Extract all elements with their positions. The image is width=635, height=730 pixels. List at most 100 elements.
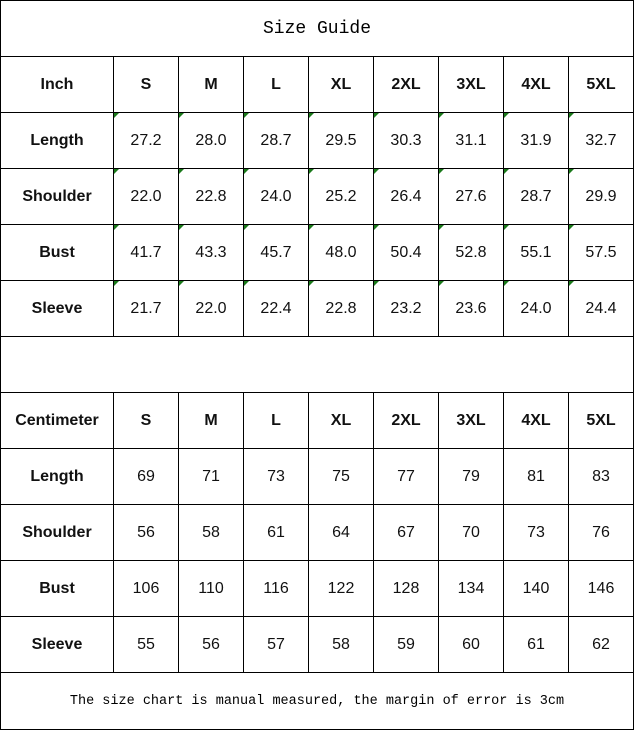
centimeter-table: Centimeter S M L XL 2XL 3XL 4XL 5XL Length 69 71 73 7… — [1, 393, 634, 673]
value-cell: 55.1 — [504, 225, 569, 281]
value-cell: 71 — [179, 449, 244, 505]
size-header: M — [179, 393, 244, 449]
value-cell: 60 — [439, 617, 504, 673]
value-cell: 22.8 — [309, 281, 374, 337]
value-cell: 25.2 — [309, 169, 374, 225]
value-cell: 50.4 — [374, 225, 439, 281]
measurement-label: Shoulder — [1, 169, 114, 225]
table-row: Sleeve 55 56 57 58 59 60 61 62 — [1, 617, 634, 673]
value-cell: 22.0 — [114, 169, 179, 225]
value-cell: 48.0 — [309, 225, 374, 281]
value-cell: 83 — [569, 449, 634, 505]
value-cell: 28.0 — [179, 113, 244, 169]
value-cell: 75 — [309, 449, 374, 505]
value-cell: 28.7 — [504, 169, 569, 225]
size-header: S — [114, 393, 179, 449]
value-cell: 79 — [439, 449, 504, 505]
table-row: Bust 106 110 116 122 128 134 140 146 — [1, 561, 634, 617]
size-header: L — [244, 393, 309, 449]
value-cell: 56 — [179, 617, 244, 673]
measurement-label: Bust — [1, 561, 114, 617]
value-cell: 61 — [244, 505, 309, 561]
table-row: Length 69 71 73 75 77 79 81 83 — [1, 449, 634, 505]
value-cell: 22.8 — [179, 169, 244, 225]
table-row: Shoulder 56 58 61 64 67 70 73 76 — [1, 505, 634, 561]
size-header: 3XL — [439, 57, 504, 113]
value-cell: 29.5 — [309, 113, 374, 169]
value-cell: 23.2 — [374, 281, 439, 337]
value-cell: 64 — [309, 505, 374, 561]
value-cell: 106 — [114, 561, 179, 617]
value-cell: 81 — [504, 449, 569, 505]
measurement-label: Bust — [1, 225, 114, 281]
value-cell: 67 — [374, 505, 439, 561]
value-cell: 55 — [114, 617, 179, 673]
measurement-label: Length — [1, 113, 114, 169]
size-header: L — [244, 57, 309, 113]
value-cell: 62 — [569, 617, 634, 673]
size-header: 2XL — [374, 57, 439, 113]
value-cell: 26.4 — [374, 169, 439, 225]
size-header: 2XL — [374, 393, 439, 449]
value-cell: 73 — [504, 505, 569, 561]
value-cell: 134 — [439, 561, 504, 617]
measurement-label: Shoulder — [1, 505, 114, 561]
value-cell: 29.9 — [569, 169, 634, 225]
value-cell: 58 — [309, 617, 374, 673]
value-cell: 57.5 — [569, 225, 634, 281]
value-cell: 59 — [374, 617, 439, 673]
unit-header: Inch — [1, 57, 114, 113]
spacer-row — [1, 337, 634, 393]
value-cell: 116 — [244, 561, 309, 617]
size-header: M — [179, 57, 244, 113]
value-cell: 22.0 — [179, 281, 244, 337]
value-cell: 140 — [504, 561, 569, 617]
value-cell: 128 — [374, 561, 439, 617]
value-cell: 28.7 — [244, 113, 309, 169]
measurement-label: Sleeve — [1, 281, 114, 337]
size-header: S — [114, 57, 179, 113]
value-cell: 146 — [569, 561, 634, 617]
value-cell: 27.6 — [439, 169, 504, 225]
size-header: XL — [309, 393, 374, 449]
table-row: Shoulder 22.0 22.8 24.0 25.2 26.4 27.6 28.7 29.9 — [1, 169, 634, 225]
value-cell: 45.7 — [244, 225, 309, 281]
value-cell: 23.6 — [439, 281, 504, 337]
page-title: Size Guide — [1, 1, 634, 57]
size-header: 5XL — [569, 57, 634, 113]
inch-table: Inch S M L XL 2XL 3XL 4XL 5XL Length 27.2 28.0 28.7 2… — [1, 57, 634, 337]
value-cell: 57 — [244, 617, 309, 673]
footer-note: The size chart is manual measured, the m… — [1, 673, 634, 730]
value-cell: 31.1 — [439, 113, 504, 169]
value-cell: 31.9 — [504, 113, 569, 169]
value-cell: 73 — [244, 449, 309, 505]
unit-header: Centimeter — [1, 393, 114, 449]
value-cell: 30.3 — [374, 113, 439, 169]
value-cell: 24.0 — [244, 169, 309, 225]
value-cell: 21.7 — [114, 281, 179, 337]
value-cell: 24.0 — [504, 281, 569, 337]
size-header: XL — [309, 57, 374, 113]
value-cell: 41.7 — [114, 225, 179, 281]
header-row: Inch S M L XL 2XL 3XL 4XL 5XL — [1, 57, 634, 113]
value-cell: 24.4 — [569, 281, 634, 337]
value-cell: 61 — [504, 617, 569, 673]
value-cell: 27.2 — [114, 113, 179, 169]
value-cell: 70 — [439, 505, 504, 561]
table-row: Bust 41.7 43.3 45.7 48.0 50.4 52.8 55.1 57.5 — [1, 225, 634, 281]
value-cell: 56 — [114, 505, 179, 561]
value-cell: 77 — [374, 449, 439, 505]
measurement-label: Length — [1, 449, 114, 505]
table-row: Sleeve 21.7 22.0 22.4 22.8 23.2 23.6 24.0 24.4 — [1, 281, 634, 337]
value-cell: 58 — [179, 505, 244, 561]
value-cell: 43.3 — [179, 225, 244, 281]
size-header: 4XL — [504, 393, 569, 449]
size-header: 5XL — [569, 393, 634, 449]
value-cell: 69 — [114, 449, 179, 505]
header-row: Centimeter S M L XL 2XL 3XL 4XL 5XL — [1, 393, 634, 449]
size-header: 3XL — [439, 393, 504, 449]
value-cell: 122 — [309, 561, 374, 617]
value-cell: 110 — [179, 561, 244, 617]
value-cell: 22.4 — [244, 281, 309, 337]
